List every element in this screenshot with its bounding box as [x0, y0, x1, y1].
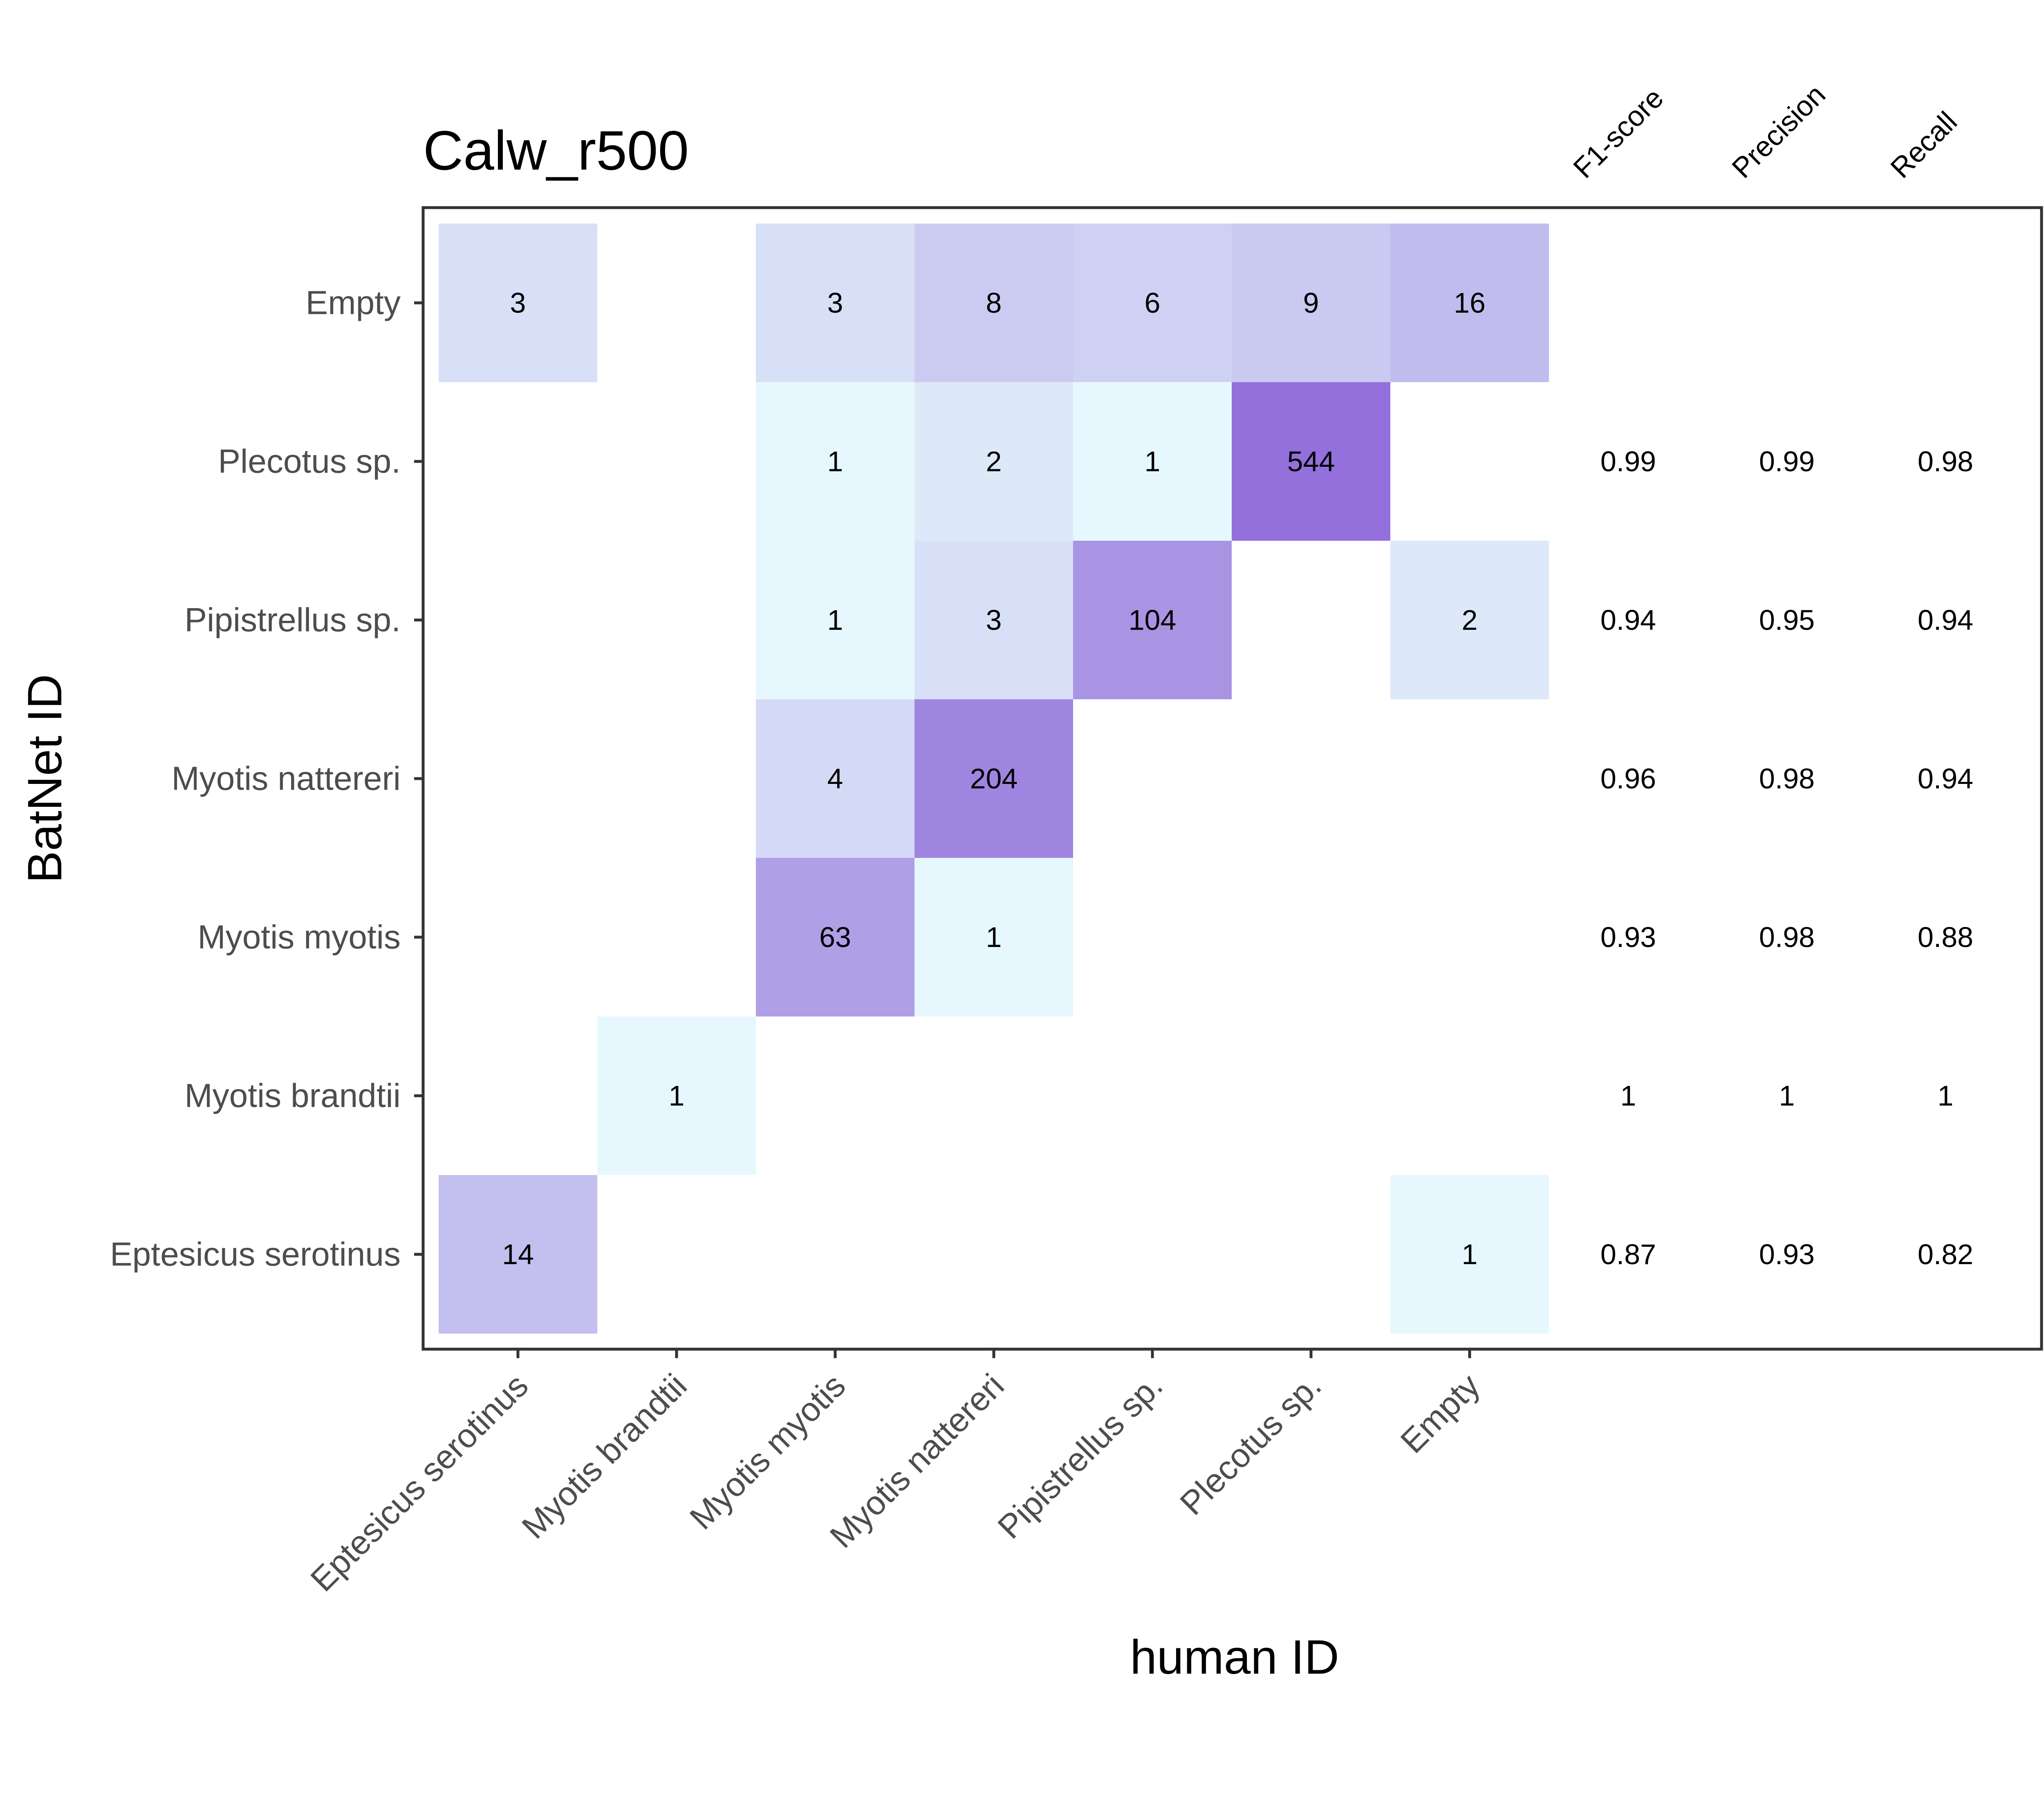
cell-value-label: 9 [1303, 287, 1319, 319]
metric-header-f1-score: F1-score [1567, 82, 1669, 184]
cell-value-label: 104 [1129, 604, 1177, 636]
metric-value-recall: 0.94 [1918, 604, 1973, 636]
heatmap-cell [1073, 382, 1232, 541]
cell-value-label: 2 [986, 445, 1002, 477]
cell-value-label: 1 [1145, 445, 1161, 477]
cell-value-label: 3 [827, 287, 843, 319]
y-axis-title: BatNet ID [18, 674, 72, 883]
heatmap-cell [756, 699, 914, 858]
cell-value-label: 14 [502, 1238, 534, 1270]
heatmap-cell [756, 541, 914, 699]
y-axis: Eptesicus serotinus Myotis brandtii Myotis… [110, 284, 423, 1273]
y-tick-label: Empty [306, 284, 401, 322]
x-tick-label: Plecotus sp. [1173, 1367, 1329, 1522]
heatmap-cell [914, 541, 1073, 699]
cell-value-label: 1 [986, 921, 1002, 953]
metric-value-f1-score: 0.99 [1600, 445, 1656, 477]
y-tick-label: Myotis nattereri [171, 760, 401, 797]
heatmap-cells: 3 3 8 6 9 16 1 2 1 544 1 3 104 2 4 204 63 1 1 14 1 [439, 224, 1549, 1334]
y-tick-label: Myotis myotis [197, 919, 401, 956]
heatmap-cell [1232, 382, 1390, 541]
metric-value-f1-score: 0.93 [1600, 921, 1656, 953]
cell-value-label: 63 [819, 921, 851, 953]
x-tick-label: Myotis nattereri [823, 1367, 1011, 1555]
cell-value-label: 3 [986, 604, 1002, 636]
heatmap-cell [1390, 224, 1549, 382]
metric-header-recall: Recall [1884, 105, 1963, 184]
metric-value-f1-score: 1 [1620, 1080, 1636, 1112]
metric-value-recall: 1 [1938, 1080, 1954, 1112]
metric-headers: F1-score Precision Recall [1567, 78, 1963, 184]
heatmap-cell [914, 382, 1073, 541]
cell-value-label: 8 [986, 287, 1002, 319]
metric-value-recall: 0.94 [1918, 763, 1973, 795]
heatmap-cell [914, 699, 1073, 858]
metric-value-precision: 0.99 [1759, 445, 1815, 477]
cell-value-label: 1 [669, 1080, 685, 1112]
cell-value-label: 1 [827, 445, 843, 477]
metric-value-precision: 0.95 [1759, 604, 1815, 636]
metric-value-f1-score: 0.87 [1600, 1238, 1656, 1270]
x-tick-label: Pipistrellus sp. [991, 1367, 1170, 1546]
y-tick-label: Eptesicus serotinus [110, 1236, 401, 1273]
y-tick-label: Myotis brandtii [184, 1077, 401, 1115]
heatmap-cell [1232, 224, 1390, 382]
heatmap-cell [439, 224, 597, 382]
metric-header-precision: Precision [1726, 78, 1831, 184]
y-tick-label: Plecotus sp. [218, 443, 401, 480]
heatmap-cell [1390, 1175, 1549, 1334]
heatmap-cell [756, 382, 914, 541]
metrics-table: 0.99 0.99 0.98 0.94 0.95 0.94 0.96 0.98 0.94 0.93… [1600, 445, 1973, 1270]
heatmap-cell [756, 224, 914, 382]
metric-value-f1-score: 0.94 [1600, 604, 1656, 636]
cell-value-label: 6 [1145, 287, 1161, 319]
heatmap-cell [914, 224, 1073, 382]
heatmap-cell [439, 1175, 597, 1334]
heatmap-cell [914, 858, 1073, 1016]
x-tick-label: Myotis brandtii [515, 1367, 694, 1546]
heatmap-cell [1390, 541, 1549, 699]
metric-value-precision: 0.93 [1759, 1238, 1815, 1270]
x-tick-label: Empty [1394, 1367, 1487, 1460]
x-tick-label: Eptesicus serotinus [304, 1367, 536, 1598]
metric-value-precision: 1 [1779, 1080, 1795, 1112]
cell-value-label: 1 [827, 604, 843, 636]
y-tick-label: Pipistrellus sp. [184, 602, 401, 639]
heatmap-cell [597, 1016, 756, 1175]
cell-value-label: 16 [1454, 287, 1486, 319]
metric-value-f1-score: 0.96 [1600, 763, 1656, 795]
cell-value-label: 204 [970, 763, 1018, 795]
x-tick-label: Myotis myotis [683, 1367, 853, 1537]
heatmap-cell [756, 858, 914, 1016]
metric-value-precision: 0.98 [1759, 763, 1815, 795]
chart-title: Calw_r500 [423, 119, 689, 181]
metric-value-recall: 0.88 [1918, 921, 1973, 953]
cell-value-label: 1 [1462, 1238, 1478, 1270]
heatmap-cell [1073, 224, 1232, 382]
x-axis-title: human ID [1130, 1630, 1339, 1684]
cell-value-label: 4 [827, 763, 843, 795]
metric-value-recall: 0.82 [1918, 1238, 1973, 1270]
cell-value-label: 3 [510, 287, 526, 319]
metric-value-precision: 0.98 [1759, 921, 1815, 953]
cell-value-label: 2 [1462, 604, 1478, 636]
cell-value-label: 544 [1287, 445, 1335, 477]
metric-value-recall: 0.98 [1918, 445, 1973, 477]
heatmap-cell [1073, 541, 1232, 699]
